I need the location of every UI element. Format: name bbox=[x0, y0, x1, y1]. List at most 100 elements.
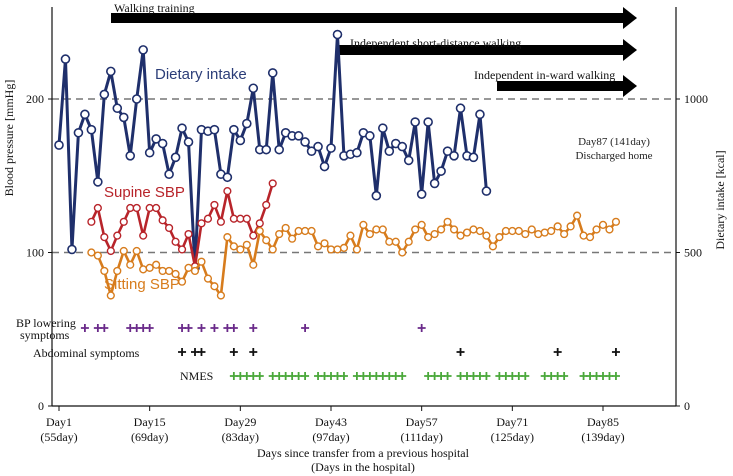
dietary-intake-point bbox=[112, 103, 123, 114]
sitting-sbp-point bbox=[119, 246, 128, 256]
sitting-sbp-point bbox=[605, 225, 614, 234]
bp-lowering-symptom-marker bbox=[229, 324, 238, 332]
x-axis-sublabel: (Days in the hospital) bbox=[311, 460, 415, 474]
supine-sbp-point bbox=[119, 217, 128, 226]
x-tick-sublabel: (125day) bbox=[491, 430, 534, 444]
sitting-sbp-point bbox=[495, 233, 504, 242]
sitting-sbp-point bbox=[184, 263, 193, 272]
dietary-intake-point bbox=[481, 186, 492, 196]
dietary-intake-point bbox=[397, 141, 408, 152]
dietary-intake-point bbox=[86, 124, 97, 135]
supine-sbp-point bbox=[139, 231, 148, 240]
dietary-intake-point bbox=[93, 177, 103, 187]
dietary-intake-point bbox=[332, 29, 343, 40]
y-axis-left-label: Blood pressure [mmHg] bbox=[2, 80, 16, 197]
sitting-sbp-point bbox=[585, 233, 595, 242]
dietary-intake-point bbox=[475, 109, 485, 120]
supine-sbp-point bbox=[210, 200, 219, 210]
y-right-tick-label: 500 bbox=[684, 246, 702, 260]
sitting-sbp-point bbox=[164, 266, 174, 276]
supine-sbp-point bbox=[262, 200, 271, 210]
sitting-sbp-point bbox=[275, 229, 284, 239]
sitting-sbp-point bbox=[106, 291, 115, 300]
bp-lowering-label-1: BP lowering bbox=[16, 316, 76, 330]
x-axis-label: Days since transfer from a previous hosp… bbox=[257, 446, 470, 460]
dietary-intake-point bbox=[293, 131, 304, 141]
sitting-sbp-point bbox=[152, 260, 161, 269]
sitting-sbp-point bbox=[145, 263, 154, 272]
walking-training-arrow bbox=[111, 7, 637, 29]
nmes-label: NMES bbox=[180, 369, 213, 383]
nmes-session-marker bbox=[398, 372, 407, 380]
x-tick-sublabel: (111day) bbox=[400, 430, 442, 444]
dietary-intake-point bbox=[157, 138, 168, 149]
dietary-intake-point bbox=[267, 68, 278, 78]
axis-layer: 0 100 200 0 500 1000 Day1(55day) Day15(69day) Da… bbox=[26, 7, 708, 444]
abdominal-symptom-marker bbox=[178, 348, 187, 356]
sitting-sbp-point bbox=[391, 237, 400, 246]
abdominal-symptom-marker bbox=[456, 348, 465, 356]
sitting-sbp-point bbox=[197, 257, 206, 266]
supine-sbp-point bbox=[203, 214, 213, 223]
dietary-intake-point bbox=[378, 123, 388, 133]
sitting-sbp-point bbox=[352, 245, 362, 254]
dietary-intake-point bbox=[300, 137, 310, 147]
sitting-sbp-point bbox=[346, 231, 355, 240]
sitting-sbp-point bbox=[598, 220, 608, 229]
sitting-sbp-point bbox=[540, 228, 549, 237]
dietary-intake-point bbox=[209, 124, 220, 135]
supine-sbp-point bbox=[106, 246, 115, 256]
walking-training-arrow-head bbox=[623, 7, 637, 29]
y-right-tick-label: 0 bbox=[684, 399, 690, 413]
sitting-sbp-point bbox=[229, 242, 238, 251]
dietary-intake-point bbox=[248, 83, 259, 94]
dietary-intake-point bbox=[183, 137, 194, 147]
sitting-sbp-point bbox=[488, 242, 498, 251]
sitting-sbp-point bbox=[333, 245, 342, 254]
sitting-sbp-point bbox=[262, 236, 271, 245]
sitting-sbp-point bbox=[592, 225, 601, 234]
dietary-intake-point bbox=[164, 169, 174, 180]
sitting-sbp-point bbox=[534, 229, 543, 239]
sitting-sbp-point bbox=[365, 229, 374, 239]
sitting-sbp-label: Sitting SBP bbox=[104, 276, 180, 293]
independent-ward-walking-arrow-head bbox=[623, 75, 637, 97]
sitting-sbp-point bbox=[398, 248, 407, 257]
nmes-session-marker bbox=[339, 372, 348, 380]
bp-lowering-symptom-marker bbox=[210, 324, 219, 332]
dietary-intake-point bbox=[170, 152, 181, 163]
sitting-sbp-point bbox=[482, 231, 491, 240]
bp-lowering-symptom-marker bbox=[145, 324, 154, 332]
sitting-sbp-point bbox=[430, 229, 439, 239]
independent-ward-walking-arrow bbox=[497, 75, 637, 97]
sitting-sbp-point bbox=[139, 265, 148, 274]
abdominal-symptom-marker bbox=[553, 348, 562, 356]
dietary-intake-point bbox=[352, 147, 362, 158]
dietary-intake-point bbox=[242, 118, 252, 129]
sitting-sbp-point bbox=[87, 248, 96, 257]
grid-layer bbox=[52, 98, 676, 254]
independent-short-walking-arrow-head bbox=[623, 39, 637, 61]
x-tick-label: Day71 bbox=[496, 415, 528, 429]
sitting-sbp-point bbox=[449, 225, 459, 234]
dietary-intake-point bbox=[222, 172, 233, 183]
supine-sbp-point bbox=[184, 229, 193, 239]
sitting-sbp-point bbox=[424, 233, 433, 242]
walking-training-label: Walking training bbox=[114, 1, 195, 15]
independent-short-walking-label: Independent short-distance walking bbox=[350, 36, 521, 50]
bp-lowering-label-2: symptoms bbox=[20, 328, 70, 342]
sitting-sbp-point bbox=[579, 231, 588, 240]
dietary-intake-point bbox=[261, 144, 272, 155]
independent-ward-walking-arrow-shaft bbox=[497, 81, 625, 91]
sitting-sbp-point bbox=[443, 217, 452, 226]
sitting-sbp-point bbox=[378, 225, 387, 234]
sitting-sbp-point bbox=[313, 242, 323, 251]
sitting-sbp-point bbox=[404, 237, 413, 246]
y-left-tick-label: 100 bbox=[26, 246, 44, 260]
sitting-sbp-point bbox=[521, 229, 530, 239]
abdominal-symptom-marker bbox=[229, 348, 238, 356]
supine-sbp-point bbox=[255, 219, 264, 228]
dietary-intake-series bbox=[54, 29, 492, 273]
dietary-intake-point bbox=[229, 124, 239, 135]
